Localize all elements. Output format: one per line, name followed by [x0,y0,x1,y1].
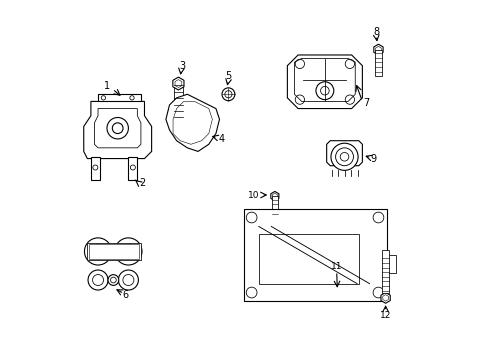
Polygon shape [375,46,381,53]
Polygon shape [287,55,362,109]
Polygon shape [270,192,278,201]
Text: 7: 7 [362,98,368,108]
Polygon shape [373,44,382,55]
Text: 3: 3 [179,61,184,71]
Polygon shape [380,293,389,303]
Bar [374,50,381,76]
Text: 10: 10 [248,190,259,199]
Bar [98,94,141,102]
Bar [87,243,141,260]
Polygon shape [272,193,277,199]
Circle shape [315,82,333,100]
Polygon shape [83,102,151,158]
Bar [382,249,388,293]
Bar [128,157,137,180]
Text: 12: 12 [379,311,390,320]
Bar [89,244,139,258]
Bar [244,208,386,301]
Text: 6: 6 [122,290,129,300]
Text: 1: 1 [103,81,110,91]
Text: 9: 9 [370,154,376,164]
Polygon shape [326,141,362,166]
Text: 11: 11 [330,262,342,271]
Polygon shape [172,77,183,90]
Bar [258,234,358,284]
Circle shape [330,143,357,170]
Circle shape [115,238,142,265]
Bar [271,196,277,219]
Text: 2: 2 [139,178,145,188]
Circle shape [118,270,138,290]
Polygon shape [165,94,219,152]
Polygon shape [94,109,141,148]
Bar [174,84,183,126]
Text: 4: 4 [218,134,224,144]
Polygon shape [382,295,387,301]
Circle shape [84,238,111,265]
Polygon shape [294,59,354,102]
Polygon shape [175,80,182,87]
Circle shape [108,275,119,285]
Polygon shape [173,102,212,144]
Bar [91,157,100,180]
Bar [386,255,395,273]
Text: 5: 5 [225,71,231,81]
Circle shape [88,270,108,290]
Text: 8: 8 [372,27,378,37]
